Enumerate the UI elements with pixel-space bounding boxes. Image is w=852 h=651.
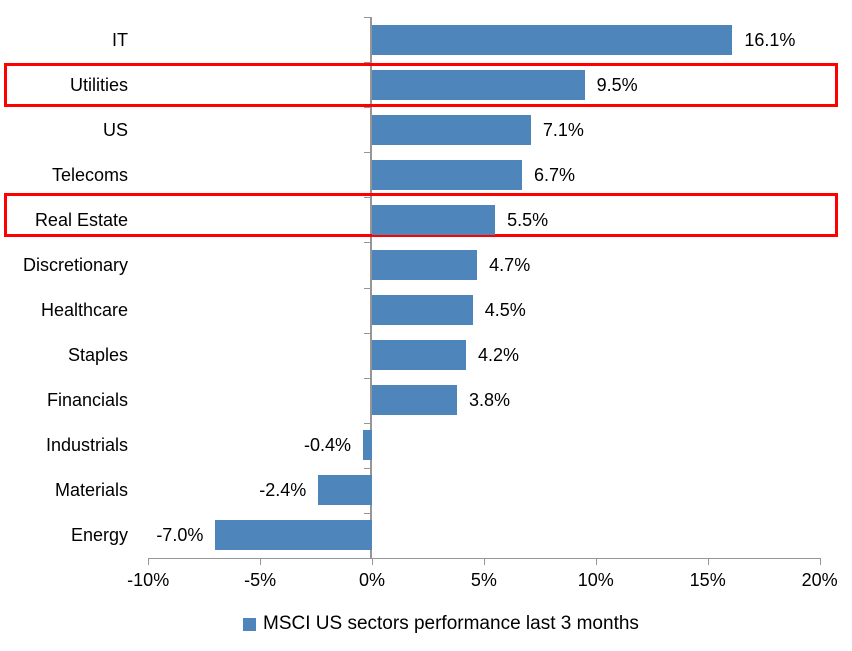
category-label: Materials — [54, 480, 128, 501]
bar — [372, 249, 478, 280]
category-tick — [364, 197, 370, 199]
value-label: 4.7% — [489, 254, 531, 275]
value-label: 4.2% — [477, 345, 520, 366]
category-label: Utilities — [69, 74, 128, 95]
bar — [372, 69, 585, 100]
value-label: 4.5% — [484, 300, 526, 321]
y-axis-line — [370, 17, 372, 558]
value-label: 5.5% — [507, 209, 549, 230]
bar — [215, 520, 372, 551]
bar — [372, 295, 473, 326]
category-label: US — [102, 119, 128, 140]
legend-marker-icon — [243, 617, 256, 631]
value-label: -2.4% — [259, 480, 307, 501]
bar — [372, 159, 522, 190]
x-tick-label: 15% — [689, 570, 726, 590]
x-tick-label: 5% — [470, 570, 497, 590]
category-label: Financials — [46, 390, 128, 411]
highlight-box — [4, 62, 838, 107]
legend-label: MSCI US sectors performance last 3 month… — [263, 613, 639, 634]
category-tick — [364, 107, 370, 109]
value-label: 7.1% — [542, 119, 584, 140]
category-tick — [364, 287, 370, 289]
category-tick — [364, 62, 370, 64]
x-tick-label: 20% — [801, 570, 838, 590]
x-tick-label: 10% — [577, 570, 614, 590]
value-label: 6.7% — [533, 164, 575, 185]
category-label: Telecoms — [51, 164, 128, 185]
category-label: IT — [112, 29, 128, 50]
bar — [318, 475, 372, 506]
x-tick-label: -10% — [127, 570, 170, 590]
category-tick — [364, 332, 370, 334]
x-tick-label: 0% — [358, 570, 385, 590]
bar — [372, 24, 733, 55]
category-tick — [364, 377, 370, 379]
bar — [372, 114, 531, 145]
bar — [372, 340, 466, 371]
category-label: Energy — [70, 525, 128, 546]
value-label: -7.0% — [156, 525, 204, 546]
category-tick — [364, 512, 370, 514]
bar — [372, 204, 496, 235]
category-label: Industrials — [45, 435, 128, 456]
value-label: 9.5% — [596, 74, 638, 95]
value-label: -0.4% — [304, 435, 352, 456]
x-axis-tick — [595, 558, 597, 565]
value-label: 3.8% — [469, 390, 511, 411]
category-tick — [364, 422, 370, 424]
category-label: Staples — [67, 345, 128, 366]
category-tick — [364, 152, 370, 154]
category-label: Real Estate — [34, 209, 128, 230]
category-label: Healthcare — [40, 300, 128, 321]
value-label: 16.1% — [744, 29, 796, 50]
category-tick — [364, 242, 370, 244]
category-tick — [364, 467, 370, 469]
category-label: Discretionary — [22, 254, 128, 275]
legend: MSCI US sectors performance last 3 month… — [243, 613, 639, 635]
category-tick — [364, 17, 370, 18]
x-axis-tick — [483, 558, 485, 565]
x-axis-tick — [707, 558, 709, 565]
x-axis-tick — [148, 558, 150, 565]
bar — [363, 430, 372, 461]
highlight-box — [4, 192, 838, 237]
bar — [372, 385, 458, 416]
x-tick-label: -5% — [244, 570, 277, 590]
category-tick — [364, 558, 370, 559]
x-axis-tick — [372, 558, 373, 565]
x-axis-tick — [260, 558, 262, 565]
x-axis-tick — [819, 558, 821, 565]
